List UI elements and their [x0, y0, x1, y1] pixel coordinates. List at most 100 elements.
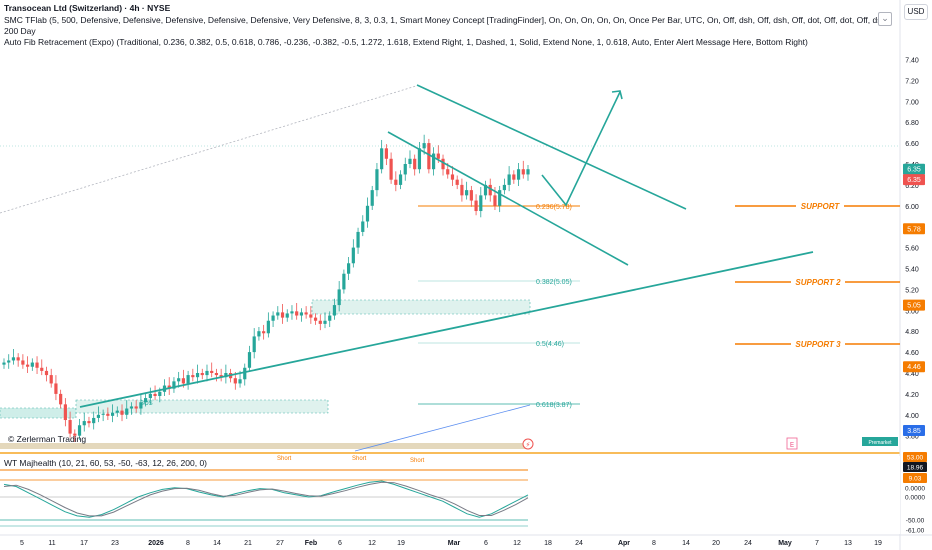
- candle-body: [507, 174, 511, 185]
- candle-body: [214, 373, 219, 376]
- oscillator-title[interactable]: WT Majhealth (10, 21, 60, 53, -50, -63, …: [4, 458, 208, 468]
- candle-body: [427, 143, 431, 170]
- time-axis[interactable]: 5 11 17 23 2026 8 14 21 27 Feb 6 12 19 Mar 6 12 18 24 Apr 8…: [20, 540, 882, 547]
- candle-body: [290, 311, 294, 314]
- candle-body: [11, 357, 16, 361]
- candle-body: [68, 420, 72, 434]
- candle-body: [266, 320, 270, 334]
- drawn-lines: [79, 84, 814, 408]
- price-label-box: [903, 174, 925, 186]
- candle-body: [54, 383, 58, 394]
- price-tick-label: 5.00: [905, 308, 919, 315]
- candle-body: [516, 169, 521, 180]
- price-tick-label: 6.00: [905, 204, 919, 211]
- time-tick-label: 8: [186, 540, 190, 547]
- fib-lines: [418, 205, 580, 405]
- candle-body: [493, 195, 497, 206]
- candle-body: [446, 169, 450, 175]
- price-label-text: 5.05: [907, 303, 921, 310]
- candle-body: [252, 336, 256, 353]
- candle-body: [87, 421, 91, 424]
- candle-body: [73, 433, 77, 436]
- candle-body: [483, 184, 488, 196]
- candle-body: [2, 362, 6, 365]
- candle-body: [417, 148, 422, 170]
- candle-body: [361, 221, 365, 232]
- price-label-text: 4.46: [907, 364, 921, 371]
- candle-body: [347, 263, 351, 274]
- oscillator-tick-label: 0.0000: [905, 486, 925, 493]
- candle-body: [44, 370, 49, 376]
- candle-body: [455, 179, 459, 185]
- time-tick-label: Apr: [618, 540, 630, 547]
- candle-body: [502, 184, 506, 191]
- price-tick-label: 6.20: [905, 183, 919, 190]
- time-tick-label: 12: [368, 540, 376, 547]
- indicator-200-day-label[interactable]: 200 Day: [4, 26, 36, 36]
- oscillator-wt2-line: [3, 481, 529, 517]
- svg-text:⚡: ⚡: [526, 441, 531, 449]
- candle-body: [526, 169, 530, 175]
- time-tick-label: 20: [712, 540, 720, 547]
- candle-body: [26, 364, 30, 367]
- candle-body: [21, 360, 25, 365]
- candle-body: [441, 158, 445, 170]
- short-marker-1: Short: [277, 456, 292, 462]
- candle-body: [351, 247, 355, 264]
- candle-body: [474, 200, 478, 212]
- price-label-text: 3.85: [907, 428, 921, 435]
- price-axis[interactable]: 7.407.207.006.806.606.406.206.005.805.60…: [905, 58, 919, 462]
- price-tick-label: 5.40: [905, 267, 919, 274]
- indicator-fib-label[interactable]: Auto Fib Retracement (Expo) (Traditional…: [4, 37, 808, 47]
- candle-body: [125, 408, 129, 415]
- price-tick-label: 3.80: [905, 434, 919, 441]
- support-2-label: SUPPORT 2: [795, 278, 841, 287]
- price-tick-label: 4.80: [905, 329, 919, 336]
- candle-body: [120, 410, 124, 415]
- price-tick-label: 4.40: [905, 371, 919, 378]
- candle-body: [153, 393, 157, 396]
- fib-0382-label: 0.382(5.05): [536, 279, 572, 286]
- support-lines: [735, 200, 900, 350]
- fib-0618-label: 0.618(3.87): [536, 402, 572, 409]
- candle-body: [238, 379, 242, 384]
- oscillator-pane[interactable]: [0, 456, 900, 534]
- candle-body: [337, 289, 341, 306]
- projection-arrow-head: [611, 90, 623, 100]
- candle-body: [512, 174, 516, 180]
- event-marker[interactable]: [786, 437, 798, 450]
- premarket-label: Premarket: [868, 440, 892, 446]
- time-tick-label: 17: [80, 540, 88, 547]
- price-tick-label: 5.20: [905, 287, 919, 294]
- price-tick-label: 4.00: [905, 413, 919, 420]
- alert-icon[interactable]: [522, 438, 534, 450]
- trend-line-200-day: [0, 85, 417, 214]
- time-tick-label: 2026: [148, 540, 164, 547]
- candle-body: [403, 164, 407, 175]
- price-label-box: [903, 361, 925, 373]
- oscillator-tick-box: [903, 452, 927, 462]
- price-tick-label: 7.00: [905, 99, 919, 106]
- candlestick-series: [2, 134, 530, 442]
- fib-0236-label: 0.236(5.78): [536, 204, 572, 211]
- candle-body: [304, 312, 308, 315]
- candle-body: [59, 393, 63, 405]
- premarket-badge: [862, 437, 898, 446]
- currency-button[interactable]: USD: [904, 4, 928, 20]
- candle-body: [205, 370, 209, 376]
- indicator-smc-label[interactable]: SMC TFlab (5, 500, Defensive, Defensive,…: [4, 15, 884, 25]
- candle-body: [309, 314, 313, 318]
- time-tick-label: 8: [652, 540, 656, 547]
- candle-body: [35, 362, 39, 368]
- candle-body: [49, 375, 53, 384]
- candle-body: [262, 331, 266, 334]
- time-tick-label: 12: [513, 540, 521, 547]
- candle-body: [186, 375, 190, 384]
- price-tick-label: 4.60: [905, 350, 919, 357]
- time-tick-label: 19: [874, 540, 882, 547]
- time-tick-label: 6: [484, 540, 488, 547]
- chevron-down-icon[interactable]: ⌄: [878, 12, 892, 26]
- candle-body: [167, 385, 171, 389]
- candle-body: [299, 312, 304, 316]
